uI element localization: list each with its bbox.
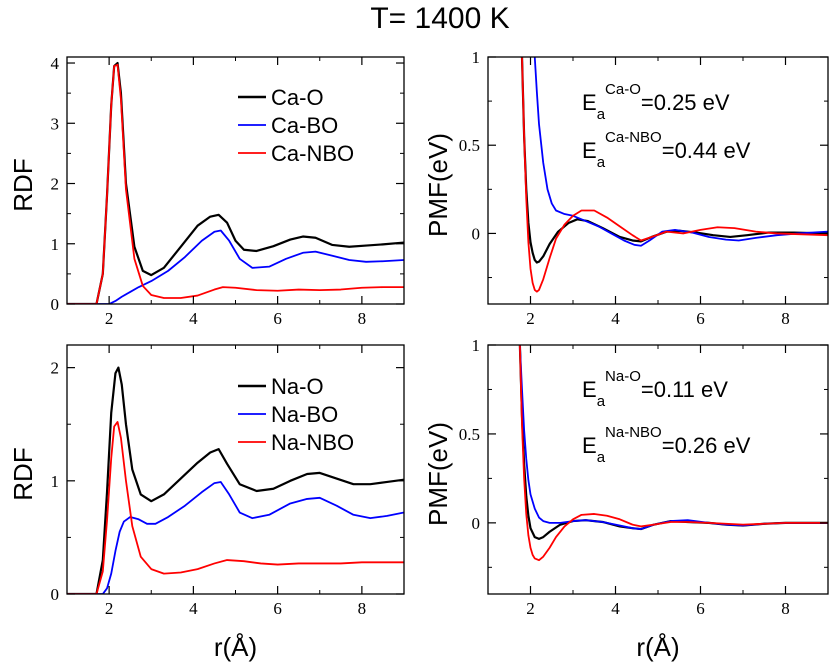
na-rdf-xtick-label: 6: [273, 599, 282, 618]
na-pmf-ytick-label: 0.5: [459, 425, 480, 444]
ca-rdf-xtick-label: 4: [189, 309, 198, 328]
ca-pmf-ytick-label: 0: [472, 224, 481, 243]
ca-rdf-series-ca-o: [67, 61, 404, 304]
ca-rdf-plot: 2 4 6 8 0 1 2 3 4 RDF Ca-O Ca-BO Ca-NBO: [8, 54, 405, 328]
ca-rdf-ytick-label: 1: [51, 235, 60, 254]
ca-rdf-axes-frame: [66, 56, 405, 305]
ca-rdf-legend-label-ca-o: Ca-O: [271, 85, 324, 110]
na-pmf-series-na-nbo: [518, 345, 828, 562]
na-pmf-annotation: EaNa-NBO=0.26 eV: [582, 424, 751, 466]
ca-rdf-ytick-label: 4: [51, 54, 60, 73]
ca-rdf-xtick-label: 6: [273, 309, 282, 328]
na-pmf-xtick-label: 8: [781, 599, 790, 618]
ca-pmf-ytick-label: 1: [472, 48, 481, 67]
na-rdf-series-na-nbo: [67, 421, 404, 594]
ca-pmf-series-ca-bo: [533, 57, 828, 247]
ca-pmf-xtick-label: 2: [526, 309, 535, 328]
na-rdf-legend-label-na-bo: Na-BO: [271, 402, 338, 427]
ca-pmf-xtick-label: 6: [696, 309, 705, 328]
ca-rdf-xtick-label: 2: [105, 309, 114, 328]
na-pmf-plot: 2 4 6 8 0 0.5 1 PMF(eV) r(Å) EaNa-O=0.11 eV EaNa-N…: [423, 336, 829, 662]
na-rdf-ytick-label: 0: [51, 585, 60, 604]
na-pmf-ylabel: PMF(eV): [423, 422, 453, 526]
na-rdf-legend-label-na-nbo: Na-NBO: [271, 430, 354, 455]
ca-rdf-legend-label-ca-nbo: Ca-NBO: [271, 141, 354, 166]
ca-pmf-xtick-label: 8: [781, 309, 790, 328]
ca-rdf-legend-label-ca-bo: Ca-BO: [271, 113, 338, 138]
na-rdf-xtick-label: 8: [358, 599, 367, 618]
na-rdf-series-na-o: [67, 366, 404, 594]
ca-rdf-ytick-label: 3: [51, 114, 60, 133]
ca-pmf-series-ca-nbo: [521, 57, 828, 293]
ca-pmf-annotation: EaCa-O=0.25 eV: [582, 81, 730, 123]
ca-pmf-annotation: EaCa-NBO=0.44 eV: [582, 129, 751, 171]
na-rdf-xlabel: r(Å): [214, 632, 257, 662]
na-rdf-ylabel: RDF: [8, 447, 38, 500]
na-pmf-ytick-label: 0: [472, 514, 481, 533]
ca-pmf-ytick-label: 0.5: [459, 136, 480, 155]
ca-pmf-plot: 2 4 6 8 0 0.5 1 PMF(eV) EaCa-O=0.25 eV EaCa-NBO=0…: [423, 48, 829, 328]
ca-rdf-series-ca-nbo: [67, 63, 404, 304]
ca-rdf-ylabel: RDF: [8, 158, 38, 211]
ca-rdf-ytick-label: 2: [51, 175, 60, 194]
na-pmf-xtick-label: 4: [611, 599, 620, 618]
na-pmf-xlabel: r(Å): [636, 632, 679, 662]
na-rdf-plot: 2 4 6 8 0 1 2 RDF r(Å) Na-O Na-BO Na-NBO: [8, 344, 405, 662]
ca-rdf-xtick-label: 8: [358, 309, 367, 328]
na-rdf-xtick-label: 4: [189, 599, 198, 618]
na-rdf-ytick-label: 1: [51, 472, 60, 491]
na-pmf-annotation: EaNa-O=0.11 eV: [582, 368, 728, 410]
ca-pmf-xtick-label: 4: [611, 309, 620, 328]
ca-rdf-ytick-label: 0: [51, 295, 60, 314]
na-rdf-legend-label-na-o: Na-O: [271, 374, 324, 399]
figure-title: T= 1400 K: [370, 2, 509, 35]
na-pmf-xtick-label: 6: [696, 599, 705, 618]
na-rdf-ytick-label: 2: [51, 359, 60, 378]
na-pmf-ytick-label: 1: [472, 336, 481, 355]
na-rdf-axes-frame: [66, 344, 405, 595]
na-pmf-xtick-label: 2: [526, 599, 535, 618]
ca-pmf-ylabel: PMF(eV): [423, 133, 453, 237]
ca-rdf-series-ca-bo: [67, 229, 404, 304]
na-rdf-series-na-bo: [67, 481, 404, 594]
na-rdf-xtick-label: 2: [105, 599, 114, 618]
